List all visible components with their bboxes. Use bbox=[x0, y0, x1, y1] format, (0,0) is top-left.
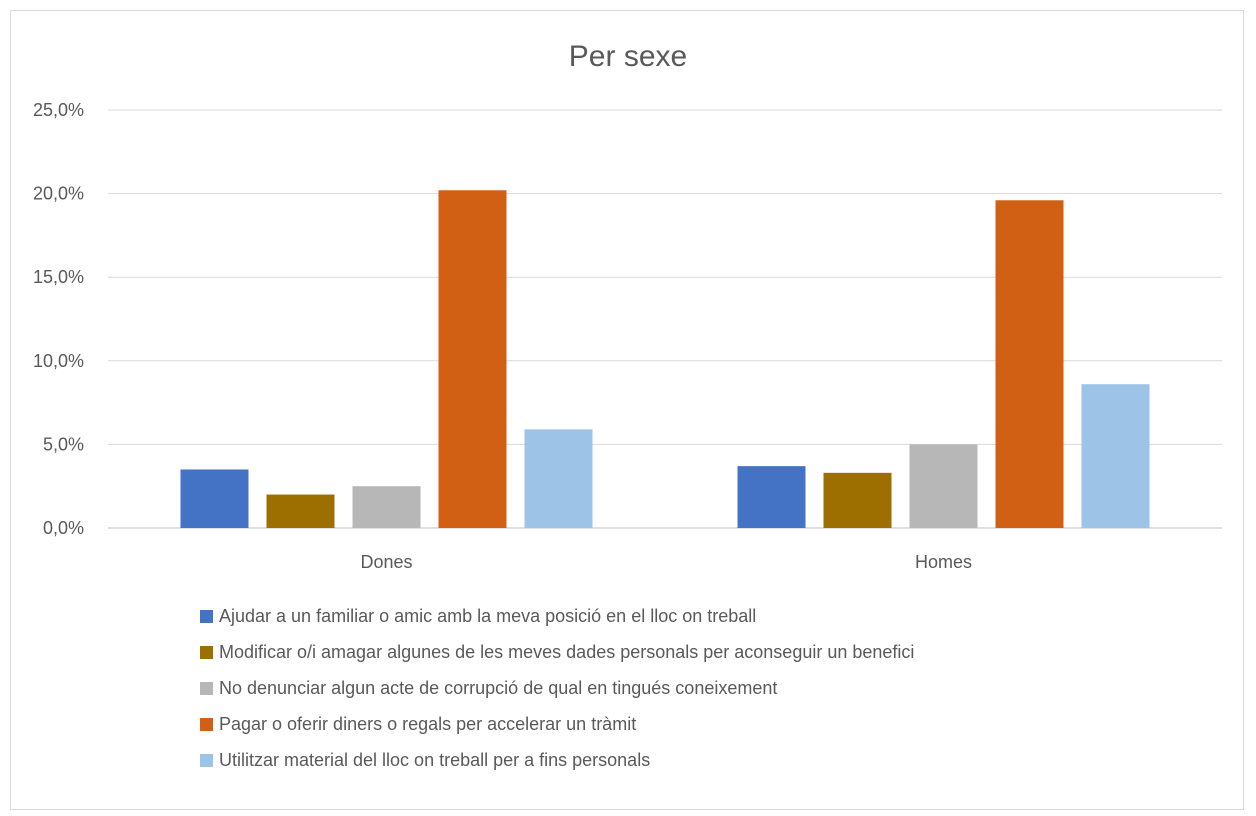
legend-label: Utilitzar material del lloc on treball p… bbox=[219, 749, 651, 770]
legend-item: No denunciar algun acte de corrupció de … bbox=[200, 670, 914, 706]
bar bbox=[524, 429, 593, 528]
y-axis-ticks: 0,0% 5,0% 10,0% 15,0% 20,0% 25,0% bbox=[33, 100, 84, 538]
bar bbox=[995, 200, 1064, 528]
bar bbox=[180, 469, 249, 528]
y-tick-label: 5,0% bbox=[43, 434, 84, 454]
legend-swatch bbox=[200, 753, 213, 767]
legend-label: Ajudar a un familiar o amic amb la meva … bbox=[219, 605, 757, 626]
legend-label: Pagar o oferir diners o regals per accel… bbox=[219, 713, 637, 734]
legend-swatch bbox=[200, 609, 213, 623]
legend-swatch bbox=[200, 681, 213, 695]
bar bbox=[737, 466, 806, 528]
legend-swatch bbox=[200, 717, 213, 731]
y-tick-label: 0,0% bbox=[43, 518, 84, 538]
category-label: Dones bbox=[360, 552, 412, 572]
y-tick-label: 10,0% bbox=[33, 351, 84, 371]
bars bbox=[180, 190, 1150, 529]
legend-item: Pagar o oferir diners o regals per accel… bbox=[200, 706, 914, 742]
x-axis-categories: Dones Homes bbox=[360, 552, 972, 572]
category-label: Homes bbox=[915, 552, 972, 572]
legend-label: Modificar o/i amagar algunes de les meve… bbox=[219, 641, 915, 662]
bar bbox=[266, 494, 335, 528]
bar bbox=[909, 444, 978, 528]
legend-item: Ajudar a un familiar o amic amb la meva … bbox=[200, 598, 914, 634]
legend-item: Utilitzar material del lloc on treball p… bbox=[200, 742, 914, 778]
legend-label: No denunciar algun acte de corrupció de … bbox=[219, 677, 778, 698]
legend-item: Modificar o/i amagar algunes de les meve… bbox=[200, 634, 914, 670]
bar bbox=[1081, 384, 1150, 528]
bar bbox=[352, 486, 421, 528]
bar bbox=[823, 472, 892, 528]
bar bbox=[438, 190, 507, 529]
y-tick-label: 15,0% bbox=[33, 267, 84, 287]
chart-title: Per sexe bbox=[569, 40, 687, 73]
y-tick-label: 25,0% bbox=[33, 100, 84, 120]
y-tick-label: 20,0% bbox=[33, 184, 84, 204]
legend-swatch bbox=[200, 645, 213, 659]
legend: Ajudar a un familiar o amic amb la meva … bbox=[200, 598, 914, 778]
